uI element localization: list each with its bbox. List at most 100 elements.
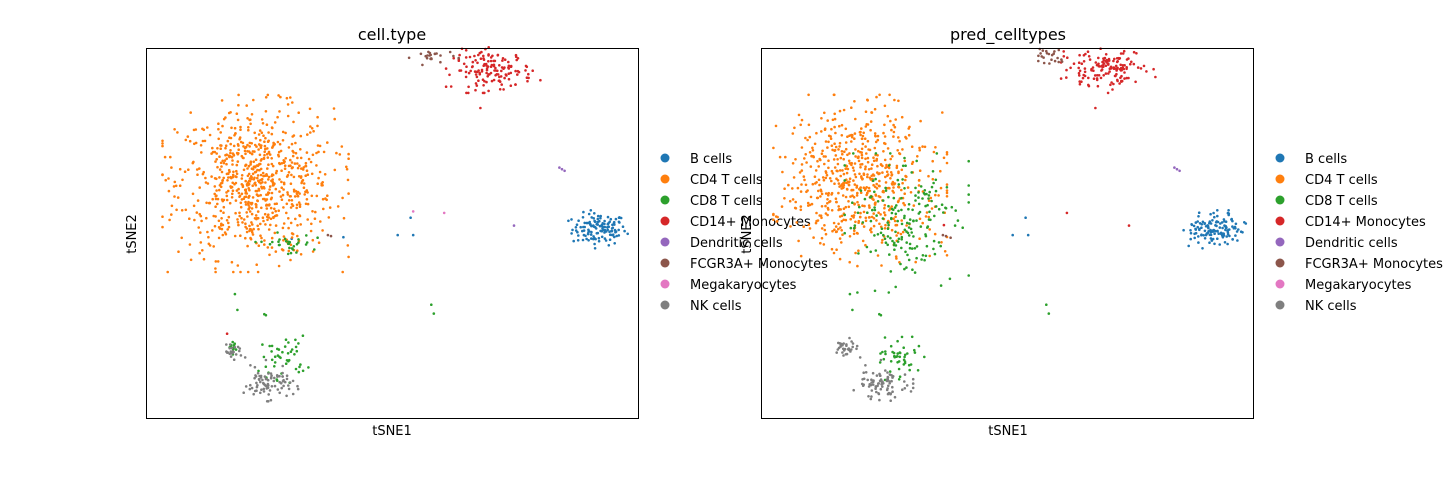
scatter-point [285,202,289,206]
scatter-point [267,228,271,231]
scatter-point [908,246,912,250]
scatter-point [263,150,267,154]
scatter-point [291,166,295,169]
scatter-point [470,65,474,69]
scatter-point [850,140,853,143]
legend-label: CD4 T cells [1305,173,1378,188]
scatter-point [216,202,219,206]
scatter-point [254,183,258,187]
scatter-point [173,180,177,184]
scatter-point [833,93,836,97]
scatter-point [912,235,915,238]
scatter-point [841,169,844,172]
scatter-point [407,56,411,60]
scatter-point [954,209,957,212]
scatter-point [866,378,869,382]
scatter-point [275,378,279,381]
scatter-point [861,142,865,146]
scatter-point [851,345,854,349]
scatter-point [1037,59,1040,63]
scatter-point [850,106,853,109]
scatter-point [606,215,610,219]
scatter-point [933,232,937,236]
scatter-point [923,355,926,359]
scatter-point [202,170,205,174]
scatter-point [419,52,423,56]
scatter-point [870,215,874,219]
scatter-point [583,221,586,225]
scatter-point [609,217,613,221]
scatter-point [906,352,909,355]
scatter-point [848,134,851,137]
scatter-point [214,197,218,201]
scatter-point [161,139,164,143]
scatter-point [253,150,256,153]
scatter-point [918,217,922,221]
scatter-point [279,195,283,198]
scatter-point [296,156,299,160]
scatter-point [617,220,621,224]
scatter-point [914,260,917,264]
scatter-point [242,197,246,200]
scatter-point [216,260,220,263]
scatter-point [230,260,234,264]
scatter-point [1200,233,1203,237]
scatter-point [262,390,266,393]
scatter-point [853,203,856,206]
scatter-point [1134,80,1137,84]
scatter-point [1202,234,1205,237]
scatter-point [311,250,315,253]
scatter-point [961,226,964,229]
scatter-point [872,198,875,201]
scatter-point [608,220,611,224]
scatter-point [867,385,871,388]
scatter-point [871,179,875,182]
scatter-point [1216,237,1219,240]
scatter-point [527,72,530,76]
scatter-point [800,169,804,172]
scatter-point [593,219,596,223]
scatter-point [191,192,195,196]
scatter-point [613,235,616,239]
scatter-point [1059,77,1063,80]
scatter-point [833,142,836,145]
scatter-point [231,163,234,166]
scatter-point [906,231,910,235]
scatter-point [1112,59,1115,63]
scatter-point [894,215,897,219]
scatter-point [827,134,831,138]
scatter-point [860,175,863,178]
scatter-point [883,211,886,214]
scatter-point [599,214,602,218]
panel-2-ylabel: tSNE2 [740,214,755,254]
scatter-point [802,225,805,228]
scatter-point [924,215,928,218]
scatter-point [895,164,899,168]
scatter-point [945,189,949,192]
scatter-point [277,264,281,268]
scatter-point [217,127,220,131]
scatter-point [270,246,274,249]
scatter-point [327,216,331,219]
scatter-point [843,181,846,184]
scatter-point [914,199,917,202]
scatter-point [252,392,255,396]
scatter-point [232,270,235,274]
scatter-point [846,153,849,157]
legend-marker [660,237,670,247]
scatter-point [908,222,911,225]
scatter-point [1108,70,1111,73]
scatter-point [296,166,300,170]
scatter-point [911,386,915,390]
scatter-point [237,191,241,195]
scatter-point [897,199,900,203]
scatter-point [923,189,927,192]
scatter-point [1231,225,1234,228]
scatter-point [905,241,908,244]
scatter-point [852,195,856,199]
scatter-point [250,386,254,390]
scatter-point [512,224,516,227]
scatter-point [290,348,294,351]
scatter-point [879,387,883,391]
scatter-point [879,213,882,216]
